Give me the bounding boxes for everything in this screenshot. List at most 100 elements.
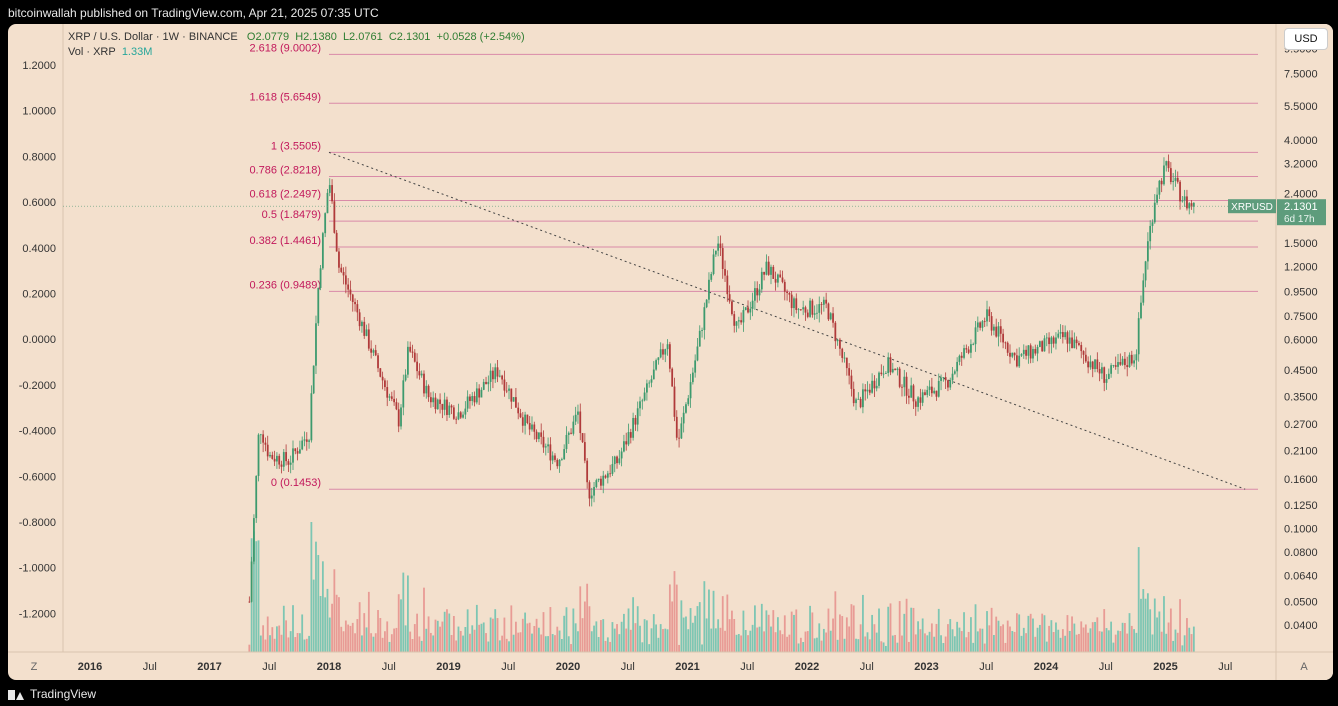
candle-body <box>1146 241 1149 262</box>
volume-bar <box>319 595 322 652</box>
volume-bar <box>255 541 258 652</box>
volume-bar <box>958 627 961 652</box>
volume-bar <box>374 633 377 652</box>
candle-body <box>1073 339 1076 349</box>
left-axis-tick-6: 0.0000 <box>22 334 56 346</box>
price-chart[interactable]: 2.618 (9.0002) 1.618 (5.6549) 1 (3.5505) 0.… <box>8 24 1333 680</box>
candle-body <box>418 371 421 376</box>
volume-bar <box>797 643 800 652</box>
volume-bar <box>1022 627 1025 652</box>
candle-body <box>696 346 699 361</box>
volume-bar <box>1075 634 1078 652</box>
candle-body <box>289 462 292 465</box>
volume-bar <box>482 622 485 652</box>
volume-bar <box>310 522 313 652</box>
candle-body <box>374 350 377 356</box>
volume-bar <box>871 614 874 652</box>
volume-bar <box>1110 621 1113 652</box>
volume-bar <box>834 591 837 652</box>
volume-bar <box>1032 618 1034 652</box>
candle-body <box>482 381 485 390</box>
candle-body <box>873 380 876 389</box>
candle-body <box>979 322 982 328</box>
candle-body <box>1149 225 1152 242</box>
volume-bar <box>280 634 283 652</box>
candle-body <box>609 473 612 475</box>
chart-frame[interactable]: 2.618 (9.0002) 1.618 (5.6549) 1 (3.5505) 0.… <box>8 24 1333 680</box>
volume-bar <box>1119 631 1122 652</box>
candle-body <box>381 376 384 381</box>
candle-body <box>974 327 977 345</box>
candle-body <box>976 322 979 328</box>
volume-bar <box>521 618 524 652</box>
volume-bar <box>1073 623 1076 652</box>
left-axis-tick-0: 1.2000 <box>22 60 56 72</box>
candle-body <box>685 404 687 413</box>
currency-button[interactable]: USD <box>1284 28 1328 50</box>
candle-body <box>891 368 894 373</box>
volume-bar <box>990 607 993 652</box>
volume-bar <box>1087 632 1090 652</box>
candle-body <box>515 397 517 408</box>
candle-body <box>871 380 874 393</box>
candle-body <box>643 392 646 401</box>
volume-bar <box>402 572 405 652</box>
volume-bar <box>298 633 301 652</box>
candle-body <box>625 441 628 445</box>
candle-body <box>1018 355 1021 367</box>
volume-bar <box>1091 622 1094 652</box>
candle-body <box>756 288 759 296</box>
volume-bar <box>489 617 492 652</box>
candle-body <box>540 432 543 437</box>
legend-vol-value: 1.33M <box>121 46 153 58</box>
volume-bar <box>356 619 359 652</box>
fib-label-6: 0.382 (1.4461) <box>249 235 321 247</box>
candle-body <box>446 399 448 415</box>
candle-body <box>1181 200 1184 202</box>
left-axis-tick-4: 0.4000 <box>22 243 56 255</box>
candle-body <box>1114 365 1117 367</box>
candle-body <box>680 423 683 439</box>
volume-bar <box>634 623 637 652</box>
candle-body <box>597 478 600 481</box>
candle-body <box>262 434 265 443</box>
candle-body <box>287 461 290 465</box>
candle-body <box>358 312 361 327</box>
volume-bar <box>294 637 297 652</box>
candle-body <box>905 376 908 396</box>
candle-body <box>558 459 561 467</box>
candle-body <box>1050 337 1053 345</box>
candle-body <box>1169 168 1172 183</box>
candle-body <box>1121 358 1124 365</box>
candle-body <box>478 388 481 398</box>
candle-body <box>993 326 995 331</box>
volume-bar <box>691 622 694 652</box>
candle-body <box>508 388 510 391</box>
candle-body <box>781 277 784 282</box>
volume-bar <box>889 603 892 652</box>
volume-bar <box>625 628 628 652</box>
volume-bar <box>416 613 418 652</box>
volume-bar <box>857 639 860 652</box>
candle-body <box>852 388 855 404</box>
candle-body <box>264 442 267 445</box>
candle-body <box>655 360 657 370</box>
volume-bar <box>708 589 710 652</box>
candle-body <box>793 298 795 309</box>
volume-bar <box>944 636 947 652</box>
candle-body <box>448 405 451 415</box>
volume-bar <box>549 607 552 652</box>
published-text: bitcoinwallah published on TradingView.c… <box>8 6 379 20</box>
volume-bar <box>1041 613 1044 652</box>
candle-body <box>1140 302 1142 319</box>
volume-bar <box>756 627 759 652</box>
volume-bar <box>411 639 414 652</box>
candle-body <box>850 375 853 389</box>
volume-bar <box>370 633 373 652</box>
legend-change: +0.0528 (+2.54%) <box>436 31 525 43</box>
candle-body <box>832 313 834 323</box>
volume-bar <box>1034 636 1037 652</box>
volume-bar <box>839 614 841 652</box>
volume-bar <box>264 639 267 652</box>
candle-body <box>282 452 285 467</box>
